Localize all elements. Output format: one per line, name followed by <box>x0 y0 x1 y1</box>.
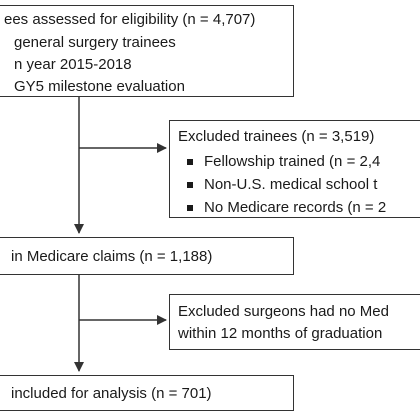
excluded-item-fellowship: Fellowship trained (n = 2,4 <box>204 153 381 170</box>
excluded-surgeons-box: Excluded surgeons had no Med within 12 m… <box>169 294 420 350</box>
bullet-icon <box>187 205 193 211</box>
excluded-trainees-box: Excluded trainees (n = 3,519) Fellowship… <box>169 120 420 218</box>
assessed-box: ees assessed for eligibility (n = 4,707)… <box>0 5 294 97</box>
excluded-surgeons-line-1: Excluded surgeons had no Med <box>178 303 389 320</box>
excluded-item-no-medicare: No Medicare records (n = 2 <box>204 199 387 216</box>
analysis-box: included for analysis (n = 701) <box>0 375 294 411</box>
excluded-surgeons-line-2: within 12 months of graduation <box>178 325 383 342</box>
assessed-line-1: ees assessed for eligibility (n = 4,707) <box>4 11 256 28</box>
assessed-line-3: n year 2015-2018 <box>14 56 132 73</box>
bullet-icon <box>187 159 193 165</box>
excluded-trainees-heading: Excluded trainees (n = 3,519) <box>178 128 375 145</box>
medicare-text: in Medicare claims (n = 1,188) <box>11 248 213 265</box>
medicare-box: in Medicare claims (n = 1,188) <box>0 237 294 275</box>
analysis-text: included for analysis (n = 701) <box>11 385 212 402</box>
excluded-item-non-us: Non-U.S. medical school t <box>204 176 378 193</box>
assessed-line-4: GY5 milestone evaluation <box>14 78 185 95</box>
assessed-line-2: general surgery trainees <box>14 34 176 51</box>
bullet-icon <box>187 182 193 188</box>
